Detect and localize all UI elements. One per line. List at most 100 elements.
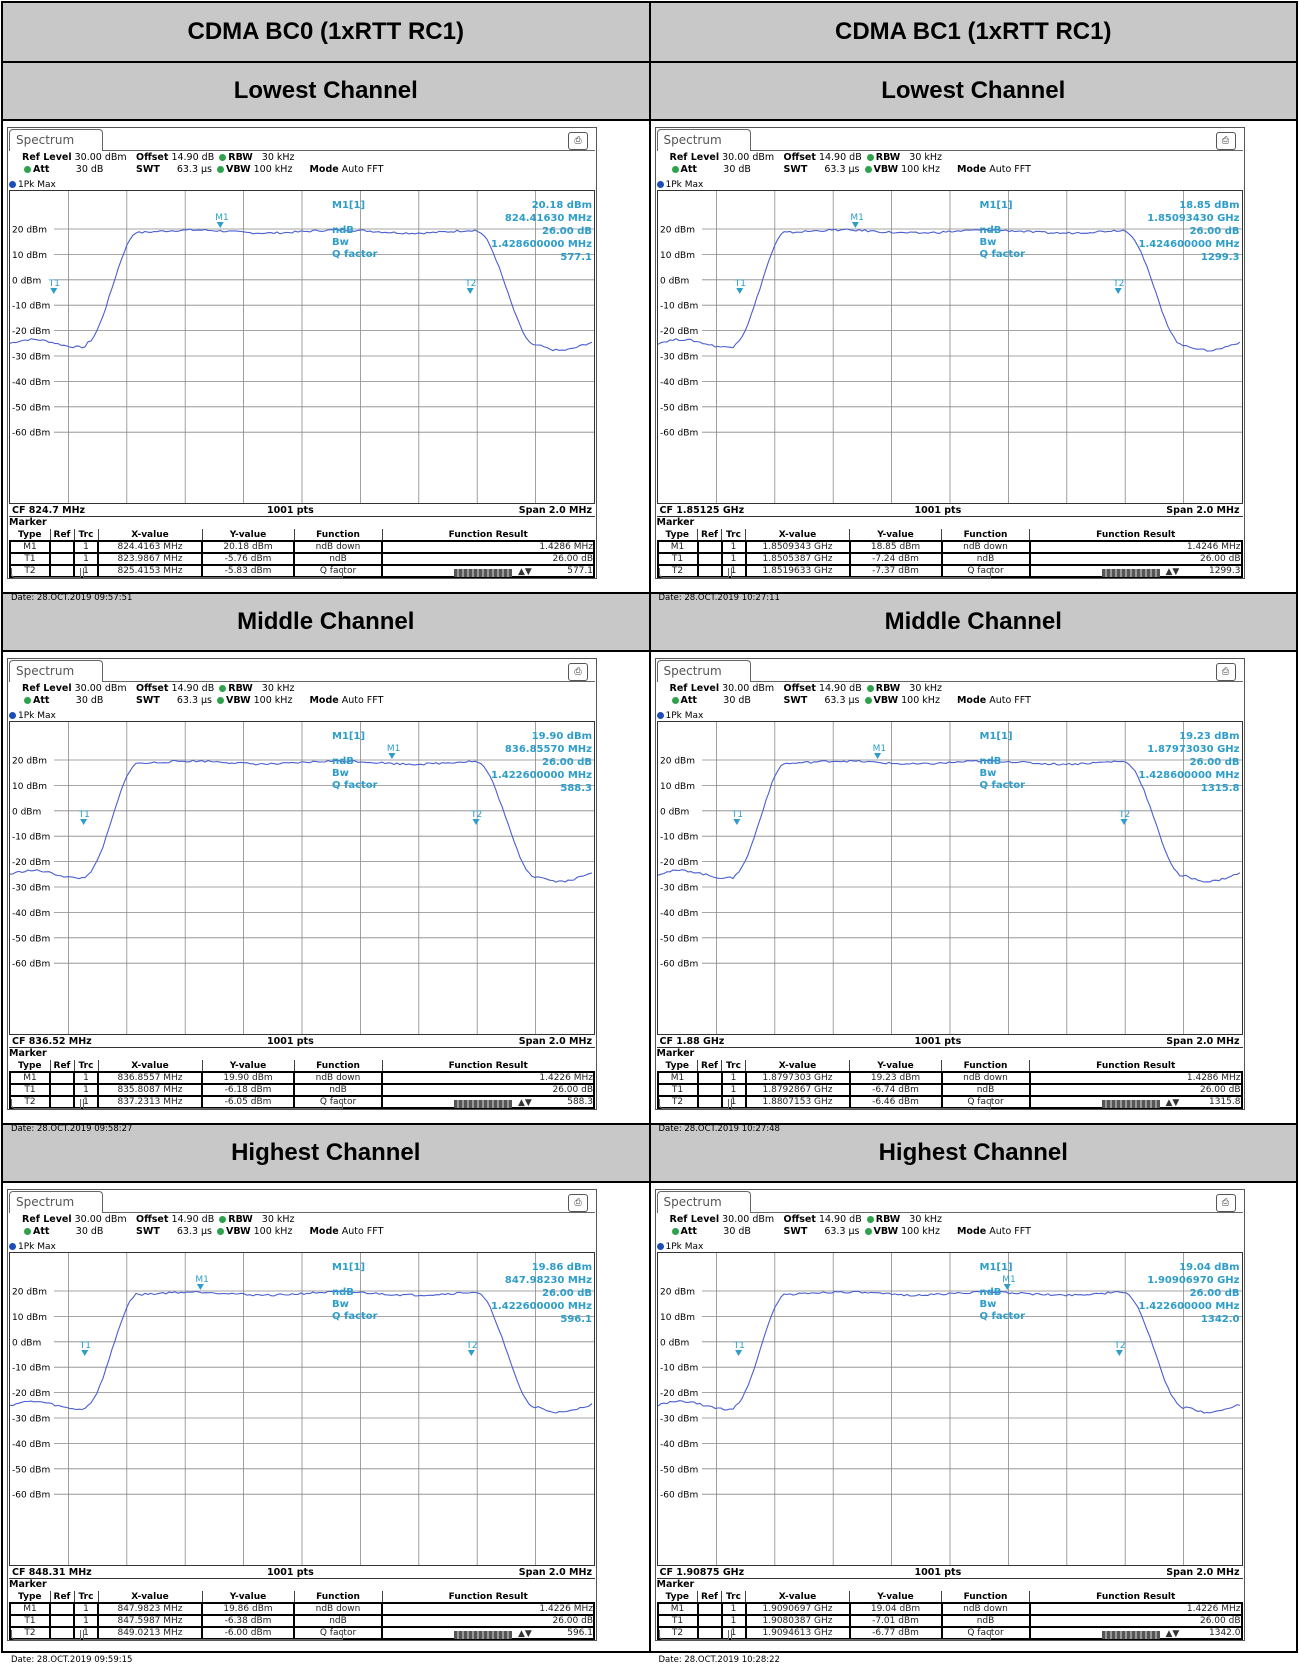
preset-icon[interactable]: ⎙ — [1215, 1194, 1236, 1212]
setup-col-1: Ref Level 30.00 dBm Att 30 dB — [670, 152, 775, 176]
marker-result: 1.4246 MHz — [1028, 540, 1243, 554]
column-header-bc0: CDMA BC0 (1xRTT RC1) — [1, 1, 651, 63]
vbw-dot-icon — [217, 696, 225, 704]
marker-result: 1.4226 MHz — [381, 1071, 595, 1085]
marker-trc: 1 — [73, 564, 99, 578]
preset-icon[interactable]: ⎙ — [1215, 663, 1236, 681]
trace-dot-icon — [9, 712, 16, 719]
info-bw-value: 1.428600000 MHz — [1138, 770, 1240, 781]
y-tick-label: 0 dBm — [660, 807, 689, 817]
analyzer-screen: Spectrum ⎙ Ref Level 30.00 dBm Att 30 dB … — [654, 658, 1245, 1110]
marker-icon — [388, 753, 396, 759]
col-x-value: X-value — [98, 1060, 203, 1073]
spectrum-tab[interactable]: Spectrum — [9, 660, 103, 682]
info-label-bw: Bw — [979, 1299, 997, 1310]
col-function: Function — [941, 1060, 1030, 1073]
marker-y: -7.37 dBm — [848, 564, 943, 578]
marker-type: T1 — [656, 1083, 699, 1097]
swt-label: SWT — [783, 1226, 808, 1237]
capture-date: Date: 28.OCT.2019 10:27:11 — [658, 593, 780, 603]
info-label-bw: Bw — [332, 768, 349, 779]
status-bar: ▲▼ — [657, 1098, 1243, 1110]
marker-trc: 1 — [720, 1602, 747, 1616]
marker-label: M1 — [215, 213, 229, 223]
marker-icon — [851, 222, 859, 228]
row-title-middle-bc0: Middle Channel — [1, 592, 651, 652]
y-tick-label: -20 dBm — [660, 858, 698, 868]
marker-y: -6.18 dBm — [201, 1083, 295, 1097]
marker-ref — [49, 1626, 75, 1640]
spectrum-tab[interactable]: Spectrum — [656, 129, 751, 151]
preset-icon[interactable]: ⎙ — [568, 132, 588, 150]
y-tick-label: -30 dBm — [12, 1415, 50, 1425]
spectrum-tab[interactable]: Spectrum — [656, 1191, 751, 1213]
marker-x: 1.8519633 GHz — [744, 564, 851, 578]
status-bar: ▲▼ — [9, 1098, 595, 1110]
preset-icon[interactable]: ⎙ — [568, 663, 588, 681]
marker-function: ndB — [293, 552, 383, 566]
vbw-value: 100 kHz — [253, 164, 293, 175]
rbw-dot-icon — [866, 153, 874, 161]
marker-label: T2 — [470, 810, 482, 820]
ref-level-label: Ref Level — [669, 1214, 720, 1225]
trace-label: 1Pk Max — [656, 711, 703, 721]
center-frequency: CF 836.52 MHz — [12, 1036, 92, 1047]
status-field — [83, 568, 343, 578]
ref-level-label: Ref Level — [669, 683, 720, 694]
col-function: Function — [294, 529, 383, 542]
spectrum-tab[interactable]: Spectrum — [9, 129, 103, 151]
trace-svg: 20 dBm 10 dBm 0 dBm -10 dBm -20 dBm -30 dBm -4… — [10, 722, 594, 1034]
marker-function: Q factor — [940, 564, 1031, 578]
preset-icon[interactable]: ⎙ — [568, 1194, 588, 1212]
marker-y: 20.18 dBm — [201, 540, 295, 554]
marker-icon — [467, 1350, 475, 1357]
info-values: 19.86 dBm 847.98230 MHz 26.00 dB 1.42260… — [491, 1261, 592, 1326]
status-bar: ▲▼ — [657, 1629, 1243, 1641]
swt-label: SWT — [783, 695, 808, 706]
trace-dot-icon — [9, 1243, 16, 1250]
info-label-q: Q factor — [979, 1311, 1026, 1322]
rbw-dot-icon — [219, 1215, 227, 1223]
info-ndb-value: 26.00 dB — [1189, 226, 1240, 237]
marker-type: T1 — [656, 1614, 699, 1628]
spectrum-tab[interactable]: Spectrum — [9, 1191, 103, 1213]
setup-col-1: Ref Level 30.00 dBm Att 30 dB — [22, 1214, 127, 1238]
marker-type: T1 — [656, 552, 699, 566]
status-dot-icon — [24, 696, 31, 704]
col-ref: Ref — [697, 1060, 722, 1073]
marker-row: T1 1 1.8505387 GHz -7.24 dBm ndB 26.00 dB — [656, 552, 1243, 566]
col-ref: Ref — [697, 529, 722, 542]
marker-y: -6.38 dBm — [201, 1614, 295, 1628]
y-tick-label: -50 dBm — [12, 1465, 50, 1475]
trace-label: 1Pk Max — [9, 180, 56, 190]
status-dot-icon — [671, 165, 679, 173]
spectrum-tab[interactable]: Spectrum — [656, 660, 751, 682]
marker-type: M1 — [656, 540, 699, 554]
marker-row: T1 1 1.9080387 GHz -7.01 dBm ndB 26.00 dB — [656, 1614, 1243, 1628]
col-ref: Ref — [50, 529, 75, 542]
marker-row: M1 1 847.9823 MHz 19.86 dBm ndB down 1.4226 M… — [9, 1602, 595, 1616]
offset-label: Offset — [136, 683, 169, 694]
status-icon: ▲▼ — [1165, 1098, 1180, 1108]
vbw-label: VBW — [873, 695, 899, 706]
ref-level-value: 30.00 dBm — [722, 1214, 775, 1225]
marker-trc: 1 — [73, 540, 99, 554]
marker-x: 847.5987 MHz — [97, 1614, 203, 1628]
preset-icon[interactable]: ⎙ — [1215, 132, 1236, 150]
col-y-value: Y-value — [202, 1591, 295, 1604]
info-ndb-value: 26.00 dB — [1189, 1288, 1240, 1299]
info-label-m1: M1[1] — [979, 1262, 1013, 1273]
col-type: Type — [657, 1591, 698, 1604]
sweep-points: 1001 pts — [267, 505, 314, 516]
ref-level-value: 30.00 dBm — [74, 683, 127, 694]
rbw-label: RBW — [228, 1214, 253, 1225]
marker-label: T1 — [78, 810, 90, 820]
plot-footer: CF 824.7 MHz 1001 pts Span 2.0 MHz — [9, 503, 595, 517]
y-tick-label: 10 dBm — [12, 251, 47, 261]
marker-y: 19.86 dBm — [201, 1602, 295, 1616]
offset-label: Offset — [783, 1214, 816, 1225]
swt-value: 63.3 µs — [176, 164, 213, 175]
y-tick-label: -30 dBm — [660, 1415, 698, 1425]
status-field — [658, 1630, 729, 1640]
span-value: Span 2.0 MHz — [518, 505, 592, 516]
